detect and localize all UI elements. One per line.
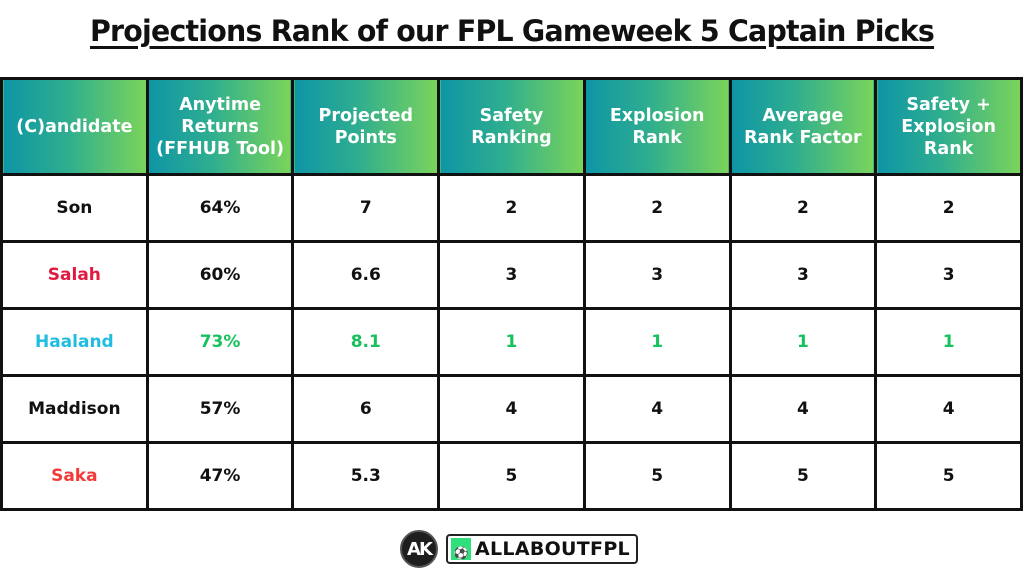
- cell-average-rank-factor: 5: [728, 441, 878, 511]
- brand-name: ALLABOUTFPL: [475, 538, 630, 560]
- header-line: Explosion: [609, 105, 705, 126]
- cell-explosion-rank: 5: [582, 441, 732, 511]
- table-header-row: (C)andidate Anytime Returns (FFHUB Tool) P…: [0, 77, 1023, 176]
- cell-combined-rank: 1: [874, 307, 1023, 377]
- header-line: Rank: [632, 127, 682, 148]
- header-line: Projected: [318, 105, 413, 126]
- cell-explosion-rank: 2: [582, 173, 732, 243]
- header-line: Anytime: [179, 94, 261, 115]
- cell-projected-points: 5.3: [291, 441, 441, 511]
- table-row: Maddison 57% 6 4 4 4 4: [0, 374, 1023, 444]
- header-candidate: (C)andidate: [0, 77, 149, 176]
- cell-projected-points: 8.1: [291, 307, 441, 377]
- cell-candidate: Son: [0, 173, 149, 243]
- header-projected-points: Projected Points: [291, 77, 441, 176]
- cell-safety-ranking: 1: [437, 307, 586, 377]
- table-row: Son 64% 7 2 2 2 2: [0, 173, 1023, 243]
- cell-anytime-returns: 64%: [145, 173, 295, 243]
- header-average-rank-factor: Average Rank Factor: [728, 77, 878, 176]
- header-line: (FFHUB Tool): [156, 138, 284, 159]
- cell-explosion-rank: 1: [582, 307, 732, 377]
- cell-average-rank-factor: 1: [728, 307, 878, 377]
- cell-combined-rank: 5: [874, 441, 1023, 511]
- allaboutfpl-brand: ⚽ ALLABOUTFPL: [446, 534, 638, 564]
- ak-logo-icon: AK: [400, 530, 438, 568]
- cell-anytime-returns: 60%: [145, 240, 295, 310]
- header-line: Points: [334, 127, 397, 148]
- header-anytime-returns: Anytime Returns (FFHUB Tool): [145, 77, 295, 176]
- header-line: Explosion: [901, 116, 996, 137]
- cell-average-rank-factor: 2: [728, 173, 878, 243]
- cell-combined-rank: 3: [874, 240, 1023, 310]
- header-line: Ranking: [471, 127, 552, 148]
- boot-ball-icon: ⚽: [451, 538, 471, 560]
- cell-projected-points: 7: [291, 173, 441, 243]
- cell-explosion-rank: 4: [582, 374, 732, 444]
- header-line: Rank Factor: [744, 127, 862, 148]
- cell-anytime-returns: 57%: [145, 374, 295, 444]
- cell-explosion-rank: 3: [582, 240, 732, 310]
- header-line: Safety: [479, 105, 544, 126]
- header-safety-explosion-rank: Safety + Explosion Rank: [874, 77, 1023, 176]
- captain-projections-table: (C)andidate Anytime Returns (FFHUB Tool) P…: [0, 77, 1023, 511]
- cell-average-rank-factor: 4: [728, 374, 878, 444]
- footer-logo: AK ⚽ ALLABOUTFPL: [400, 530, 638, 568]
- cell-combined-rank: 2: [874, 173, 1023, 243]
- cell-safety-ranking: 4: [437, 374, 586, 444]
- table-row: Saka 47% 5.3 5 5 5 5: [0, 441, 1023, 511]
- header-line: Rank: [923, 138, 974, 159]
- page-title: Projections Rank of our FPL Gameweek 5 C…: [89, 14, 935, 48]
- header-explosion-rank: Explosion Rank: [582, 77, 732, 176]
- cell-projected-points: 6.6: [291, 240, 441, 310]
- cell-safety-ranking: 2: [437, 173, 586, 243]
- cell-average-rank-factor: 3: [728, 240, 878, 310]
- table-row: Salah 60% 6.6 3 3 3 3: [0, 240, 1023, 310]
- cell-candidate: Salah: [0, 240, 149, 310]
- cell-safety-ranking: 5: [437, 441, 586, 511]
- cell-combined-rank: 4: [874, 374, 1023, 444]
- table-row: Haaland 73% 8.1 1 1 1 1: [0, 307, 1023, 377]
- header-line: Returns: [181, 116, 259, 137]
- header-safety-ranking: Safety Ranking: [437, 77, 586, 176]
- header-line: (C)andidate: [16, 116, 133, 137]
- header-line: Average: [762, 105, 844, 126]
- cell-candidate: Haaland: [0, 307, 149, 377]
- cell-projected-points: 6: [291, 374, 441, 444]
- cell-anytime-returns: 47%: [145, 441, 295, 511]
- cell-safety-ranking: 3: [437, 240, 586, 310]
- cell-anytime-returns: 73%: [145, 307, 295, 377]
- cell-candidate: Maddison: [0, 374, 149, 444]
- cell-candidate: Saka: [0, 441, 149, 511]
- header-line: Safety +: [906, 94, 991, 115]
